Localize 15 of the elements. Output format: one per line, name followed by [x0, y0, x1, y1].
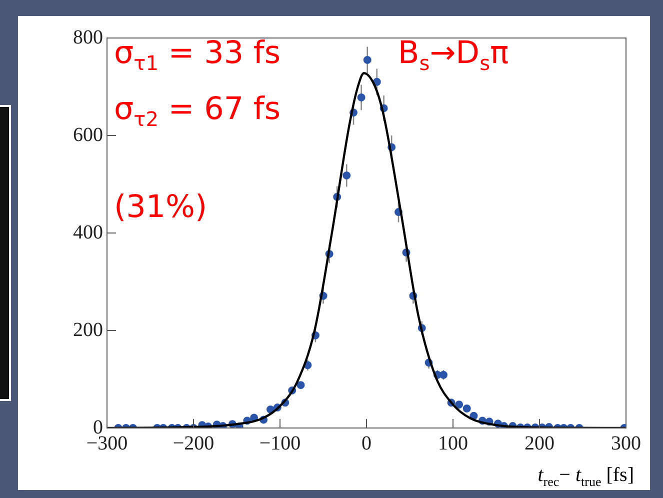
x-tick-label: 200 — [524, 432, 554, 454]
x-tick-label: 0 — [362, 432, 372, 454]
annotation: (31%) — [114, 189, 208, 225]
x-tick-label: −100 — [259, 432, 301, 454]
y-tick-label: 800 — [73, 26, 103, 48]
annotation: σ$_{τ2}$ = 67 fs — [114, 91, 280, 132]
x-axis-title: t$_{rec}$− t$_{true}$ [fs] — [538, 464, 634, 490]
y-tick-label: 600 — [73, 124, 103, 146]
x-tick-label: 300 — [611, 432, 641, 454]
x-tick-label: 100 — [438, 432, 468, 454]
annotation: σ$_{τ1}$ = 33 fs — [114, 35, 280, 76]
x-tick-label: −200 — [172, 432, 214, 454]
y-tick-label: 200 — [73, 318, 103, 341]
y-tick-label: 400 — [73, 221, 103, 244]
annotation: B$_{s}$→D$_{s}$π — [398, 35, 509, 76]
